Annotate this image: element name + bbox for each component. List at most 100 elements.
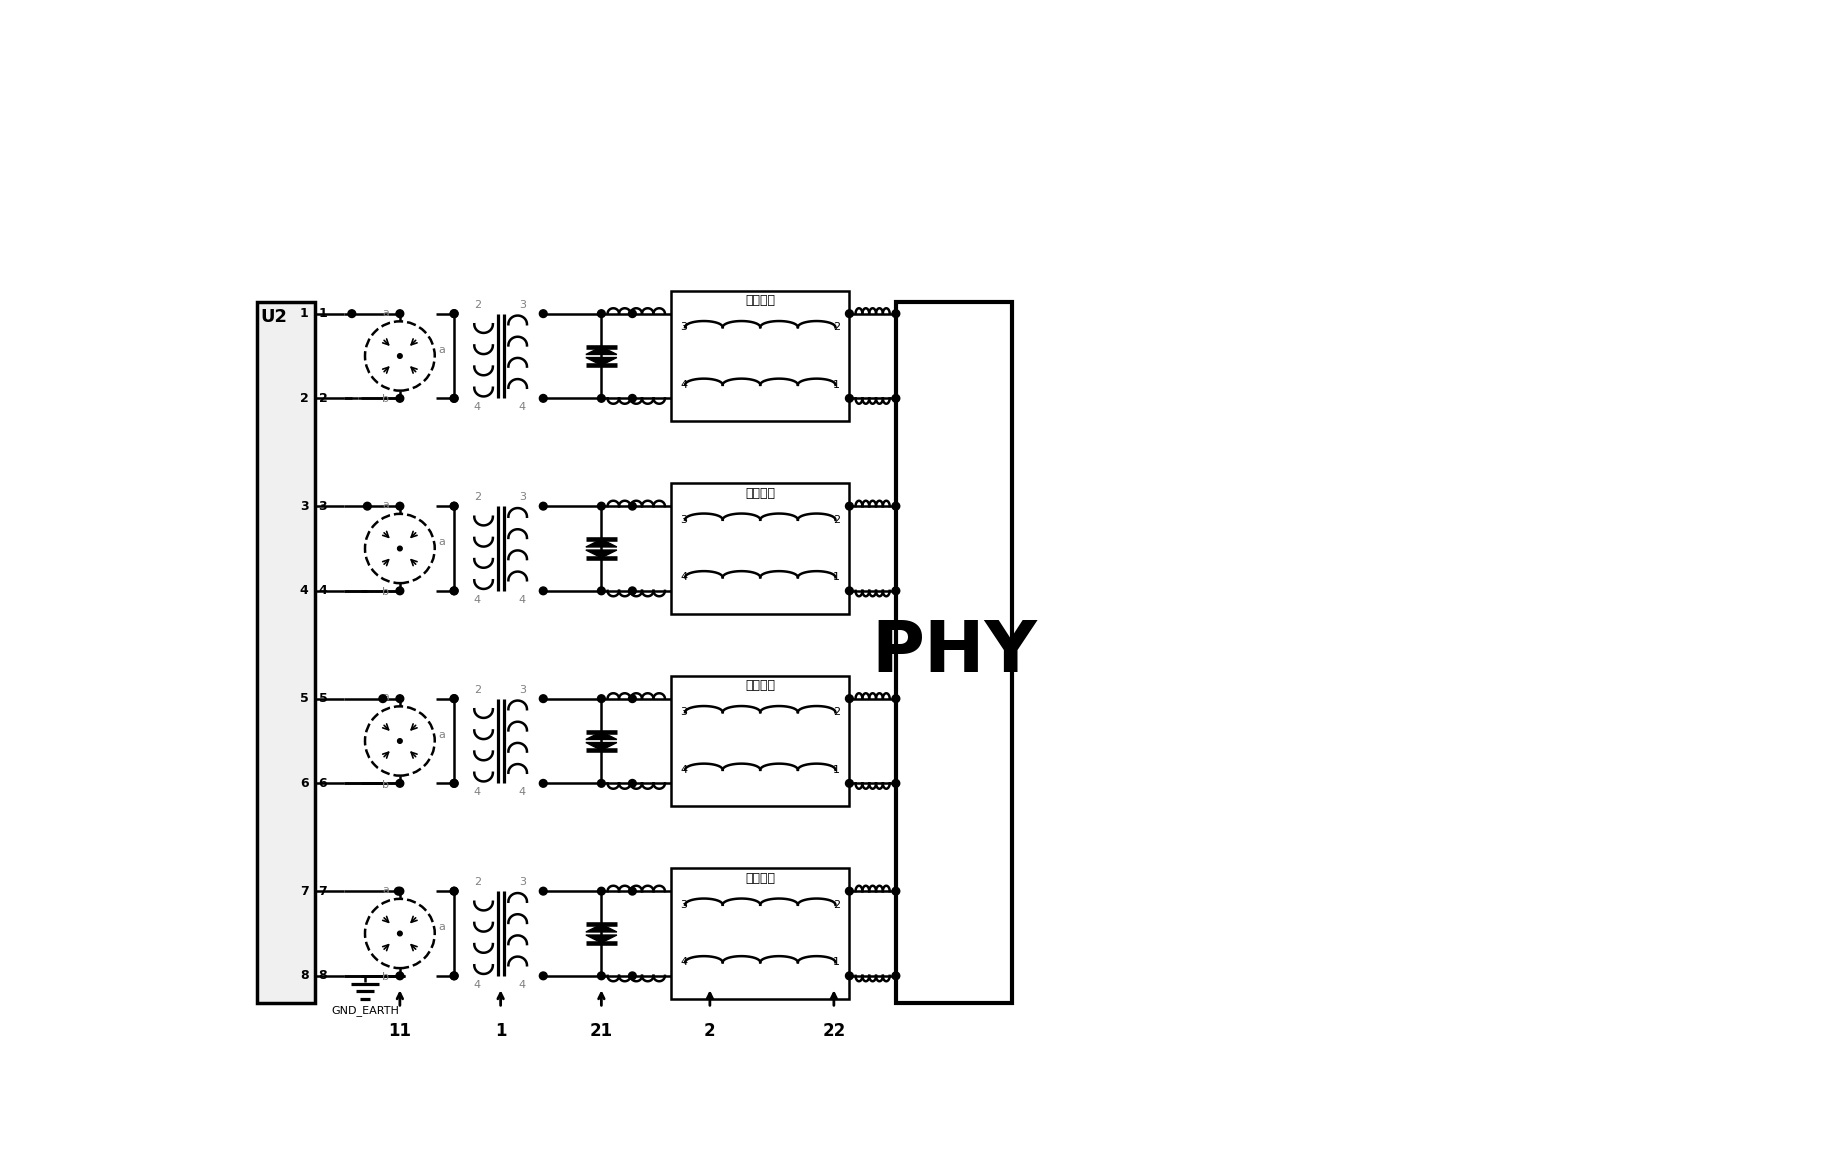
- Circle shape: [598, 695, 606, 702]
- Circle shape: [598, 779, 606, 787]
- Text: 2: 2: [473, 684, 481, 695]
- Text: b: b: [382, 394, 389, 405]
- Text: 2: 2: [705, 1023, 716, 1040]
- Circle shape: [450, 887, 459, 895]
- Circle shape: [629, 587, 637, 594]
- Circle shape: [396, 887, 404, 895]
- Circle shape: [598, 972, 606, 979]
- Circle shape: [892, 502, 899, 510]
- Circle shape: [450, 695, 459, 702]
- Polygon shape: [585, 539, 617, 546]
- Bar: [257, 302, 314, 1003]
- Circle shape: [892, 587, 899, 594]
- Circle shape: [598, 310, 606, 317]
- Text: 4: 4: [681, 572, 688, 583]
- Text: 1: 1: [833, 380, 840, 390]
- Text: PHY: PHY: [872, 618, 1037, 687]
- Text: 7: 7: [319, 885, 327, 897]
- Text: 8: 8: [319, 970, 327, 983]
- Circle shape: [892, 394, 899, 402]
- Text: 3: 3: [519, 300, 527, 310]
- Text: 1: 1: [319, 308, 327, 321]
- Circle shape: [450, 779, 459, 787]
- Text: a: a: [439, 537, 446, 548]
- Circle shape: [539, 394, 547, 402]
- Circle shape: [892, 887, 899, 895]
- Circle shape: [846, 695, 853, 702]
- Circle shape: [396, 972, 404, 979]
- Text: a: a: [382, 500, 389, 510]
- Text: 3: 3: [319, 500, 327, 512]
- Circle shape: [396, 695, 404, 702]
- Text: a: a: [439, 922, 446, 932]
- Text: 3: 3: [681, 322, 688, 332]
- Bar: [895, 302, 1013, 1003]
- Polygon shape: [585, 358, 617, 365]
- Circle shape: [539, 887, 547, 895]
- Circle shape: [450, 310, 459, 317]
- Circle shape: [892, 779, 899, 787]
- Text: 3: 3: [681, 515, 688, 524]
- Text: 2: 2: [833, 322, 840, 332]
- Circle shape: [450, 502, 459, 510]
- Bar: [672, 483, 850, 614]
- Polygon shape: [585, 731, 617, 739]
- Circle shape: [629, 779, 637, 787]
- Circle shape: [598, 887, 606, 895]
- Circle shape: [395, 887, 402, 895]
- Circle shape: [539, 972, 547, 979]
- Text: 2: 2: [833, 707, 840, 717]
- Text: 5: 5: [319, 693, 327, 706]
- Circle shape: [349, 310, 356, 317]
- Circle shape: [539, 587, 547, 594]
- Circle shape: [396, 502, 404, 510]
- Circle shape: [629, 394, 637, 402]
- Circle shape: [450, 394, 459, 402]
- Circle shape: [846, 779, 853, 787]
- Text: 1: 1: [833, 957, 840, 968]
- Circle shape: [450, 887, 459, 895]
- Circle shape: [892, 310, 899, 317]
- Text: 8: 8: [299, 970, 308, 983]
- Circle shape: [539, 779, 547, 787]
- Circle shape: [396, 310, 404, 317]
- Text: 共模电感: 共模电感: [745, 872, 774, 885]
- Text: b: b: [382, 779, 389, 790]
- Circle shape: [846, 972, 853, 979]
- Circle shape: [846, 502, 853, 510]
- Circle shape: [598, 587, 606, 594]
- Text: 4: 4: [473, 402, 481, 412]
- Text: 3: 3: [681, 900, 688, 910]
- Text: 2: 2: [473, 878, 481, 887]
- Text: 3: 3: [519, 493, 527, 502]
- Circle shape: [629, 695, 637, 702]
- Circle shape: [846, 310, 853, 317]
- Circle shape: [450, 972, 459, 979]
- Text: 5: 5: [299, 693, 308, 706]
- Text: 21: 21: [589, 1023, 613, 1040]
- Circle shape: [598, 502, 606, 510]
- Text: 4: 4: [519, 594, 527, 605]
- Text: 3: 3: [519, 684, 527, 695]
- Text: GND_EARTH: GND_EARTH: [330, 1005, 398, 1016]
- Text: 4: 4: [473, 979, 481, 990]
- Polygon shape: [585, 924, 617, 932]
- Circle shape: [450, 695, 459, 702]
- Text: 3: 3: [299, 500, 308, 512]
- Polygon shape: [585, 935, 617, 943]
- Text: a: a: [382, 308, 389, 317]
- Text: 2: 2: [319, 392, 327, 405]
- Circle shape: [450, 587, 459, 594]
- Text: 22: 22: [822, 1023, 846, 1040]
- Text: 6: 6: [299, 777, 308, 790]
- Circle shape: [892, 695, 899, 702]
- Circle shape: [396, 587, 404, 594]
- Circle shape: [539, 310, 547, 317]
- Text: 4: 4: [681, 765, 688, 775]
- Circle shape: [846, 394, 853, 402]
- Text: 共模电感: 共模电感: [745, 487, 774, 500]
- Circle shape: [450, 972, 459, 979]
- Text: 4: 4: [319, 584, 327, 598]
- Circle shape: [450, 587, 459, 594]
- Text: a: a: [439, 730, 446, 739]
